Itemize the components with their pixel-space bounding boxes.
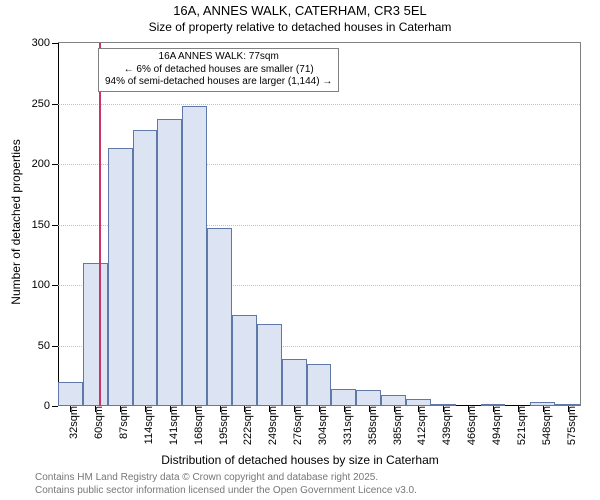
x-tick-label: 141sqm [160, 406, 180, 445]
histogram-bar [282, 359, 307, 406]
y-tick-label: 100 [32, 279, 58, 291]
x-tick-label: 304sqm [309, 406, 329, 445]
y-axis-title: Number of detached properties [9, 112, 23, 332]
x-axis-title: Distribution of detached houses by size … [0, 453, 600, 467]
histogram-bar [58, 382, 83, 406]
histogram-bar [481, 404, 506, 406]
histogram-bar [331, 389, 356, 406]
x-tick-label: 168sqm [185, 406, 205, 445]
histogram-bar [232, 315, 257, 406]
x-tick-label: 575sqm [558, 406, 578, 445]
histogram-bar [133, 130, 158, 406]
histogram-bar [530, 402, 555, 406]
x-tick-label: 331sqm [334, 406, 354, 445]
x-tick-label: 276sqm [284, 406, 304, 445]
histogram-bar [182, 106, 207, 406]
y-tick-label: 0 [44, 400, 58, 412]
footer-line: Contains public sector information licen… [35, 485, 417, 498]
annotation-box: 16A ANNES WALK: 77sqm← 6% of detached ho… [98, 48, 339, 92]
chart-footer: Contains HM Land Registry data © Crown c… [35, 472, 417, 497]
x-tick-label: 494sqm [483, 406, 503, 445]
footer-line: Contains HM Land Registry data © Crown c… [35, 472, 417, 485]
histogram-bar [406, 399, 431, 406]
y-tick-label: 200 [32, 158, 58, 170]
reference-marker [99, 43, 101, 406]
x-tick-label: 195sqm [210, 406, 230, 445]
x-tick-label: 466sqm [458, 406, 478, 445]
x-tick-label: 60sqm [85, 406, 105, 439]
gridline [58, 104, 580, 105]
annotation-line: 94% of semi-detached houses are larger (… [105, 76, 332, 89]
y-tick-label: 250 [32, 98, 58, 110]
histogram-bar [431, 404, 456, 406]
histogram-bar [381, 395, 406, 406]
x-tick-label: 87sqm [110, 406, 130, 439]
x-tick-label: 521sqm [508, 406, 528, 445]
annotation-line: ← 6% of detached houses are smaller (71) [105, 64, 332, 77]
y-tick-label: 300 [32, 37, 58, 49]
plot-area: 16A ANNES WALK: 77sqm← 6% of detached ho… [58, 42, 581, 406]
histogram-bar [83, 263, 108, 406]
histogram-bar [307, 364, 332, 406]
x-tick-label: 32sqm [60, 406, 80, 439]
x-tick-label: 412sqm [408, 406, 428, 445]
y-tick-label: 150 [32, 219, 58, 231]
x-tick-label: 358sqm [359, 406, 379, 445]
x-tick-label: 249sqm [259, 406, 279, 445]
histogram-bar [356, 390, 381, 406]
histogram-bar [108, 148, 133, 406]
y-tick-label: 50 [38, 340, 58, 352]
chart-subtitle: Size of property relative to detached ho… [0, 20, 600, 34]
x-tick-label: 439sqm [433, 406, 453, 445]
histogram-bar [207, 228, 232, 406]
x-tick-label: 548sqm [533, 406, 553, 445]
histogram-bar [555, 404, 580, 406]
x-tick-label: 114sqm [135, 406, 155, 444]
chart-title: 16A, ANNES WALK, CATERHAM, CR3 5EL [0, 3, 600, 18]
histogram-bar [157, 119, 182, 406]
chart-container: 16A, ANNES WALK, CATERHAM, CR3 5EL Size … [0, 0, 600, 500]
histogram-bar [257, 324, 282, 406]
x-tick-label: 222sqm [234, 406, 254, 445]
annotation-line: 16A ANNES WALK: 77sqm [105, 51, 332, 64]
x-tick-label: 385sqm [384, 406, 404, 445]
